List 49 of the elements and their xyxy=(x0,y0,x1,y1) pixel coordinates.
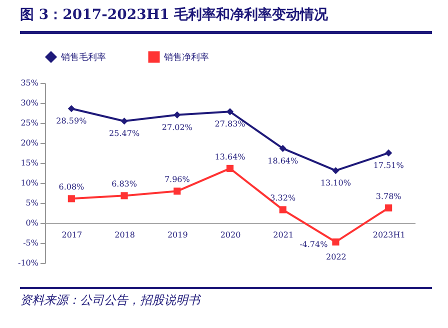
data-label: 7.96% xyxy=(164,175,190,184)
data-label: 28.59% xyxy=(56,116,88,126)
y-tick-label: 35% xyxy=(20,78,39,88)
data-label: 17.51% xyxy=(373,160,404,170)
data-label: 3.78% xyxy=(376,192,402,201)
data-label: 18.64% xyxy=(268,156,298,166)
data-label: 27.02% xyxy=(162,122,193,132)
y-tick-label: 0% xyxy=(26,218,39,228)
x-tick-label: 2022 xyxy=(326,252,346,262)
point xyxy=(68,195,75,202)
y-tick-label: 20% xyxy=(20,138,39,148)
x-tick-label: 2018 xyxy=(114,230,135,240)
x-tick-label: 2019 xyxy=(167,230,188,240)
data-label: 25.47% xyxy=(109,129,140,138)
y-tick-label: 15% xyxy=(20,158,39,168)
data-label: 27.83% xyxy=(214,120,246,129)
point xyxy=(385,204,392,212)
point xyxy=(120,118,128,125)
legend-label: 销售净利率 xyxy=(163,52,209,63)
data-label: 13.10% xyxy=(320,178,352,188)
point xyxy=(385,149,392,156)
data-label: 6.08% xyxy=(58,182,85,192)
legend-label: 销售毛利率 xyxy=(60,52,106,63)
y-tick-label: -10% xyxy=(18,258,39,268)
point xyxy=(174,188,181,195)
x-tick-label: 2021 xyxy=(273,230,294,240)
point xyxy=(174,111,181,118)
point xyxy=(68,105,75,112)
x-tick-label: 2020 xyxy=(220,230,241,240)
text: 资料来源：公司公告，招股说明书 xyxy=(20,292,200,309)
point xyxy=(120,192,128,200)
x-tick-label: 2023H1 xyxy=(372,230,406,240)
x-tick-label: 2017 xyxy=(62,230,82,240)
point xyxy=(226,164,234,172)
y-tick-label: 10% xyxy=(20,178,39,188)
y-tick-label: 25% xyxy=(20,118,39,128)
y-tick-label: 30% xyxy=(20,98,39,108)
chart-title: 图 3：2017-2023H1 毛利率和净利率变动情况 xyxy=(20,6,328,24)
point xyxy=(279,206,286,214)
point xyxy=(332,238,340,246)
data-label: -4.74% xyxy=(300,240,328,249)
point xyxy=(332,167,340,174)
data-label: 3.32% xyxy=(270,194,296,203)
point xyxy=(226,108,234,116)
y-tick-label: -5% xyxy=(23,238,39,248)
data-label: 13.64% xyxy=(214,152,246,162)
y-tick-label: 5% xyxy=(26,198,39,208)
point xyxy=(279,144,286,152)
data-label: 6.83% xyxy=(112,180,138,189)
